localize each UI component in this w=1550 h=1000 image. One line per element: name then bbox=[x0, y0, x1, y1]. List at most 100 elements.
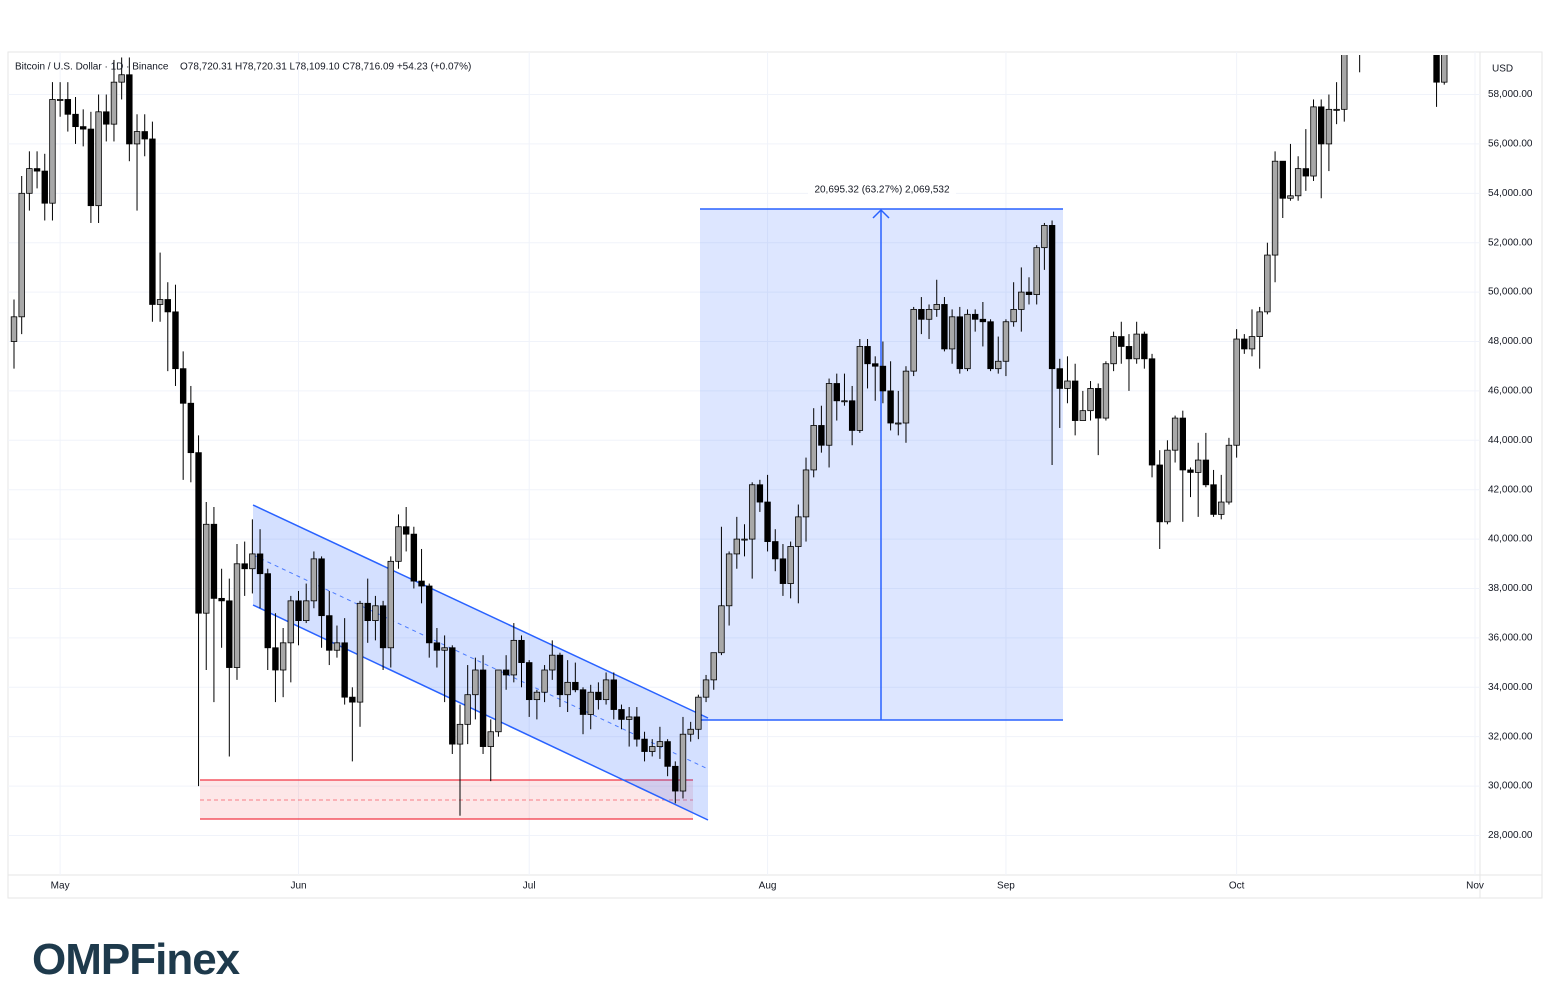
candle-body bbox=[649, 746, 656, 752]
candle-body bbox=[787, 546, 794, 584]
candle-body bbox=[1164, 449, 1171, 523]
candle-body bbox=[1187, 469, 1194, 473]
candle-body bbox=[879, 365, 887, 392]
candle-body bbox=[387, 560, 394, 649]
candle-body bbox=[87, 128, 95, 207]
y-tick-label: 50,000.00 bbox=[1488, 287, 1533, 298]
candle-body bbox=[1033, 247, 1040, 295]
candle-body bbox=[1110, 336, 1117, 365]
candle-body bbox=[825, 383, 833, 446]
candle-body bbox=[1411, 13, 1417, 23]
x-tick-label: Jul bbox=[523, 881, 536, 892]
candle-body bbox=[164, 299, 171, 313]
candle-body bbox=[702, 679, 710, 698]
candle-body bbox=[795, 516, 802, 547]
candle-body bbox=[103, 111, 110, 125]
y-tick-label: 38,000.00 bbox=[1488, 583, 1533, 594]
candle-body bbox=[1248, 336, 1256, 350]
candle-body bbox=[764, 501, 771, 542]
drawings bbox=[200, 208, 1063, 821]
candle-body bbox=[725, 553, 733, 607]
candle-body bbox=[1365, 0, 1371, 8]
candle-body bbox=[502, 669, 510, 676]
candle-body bbox=[1118, 336, 1125, 347]
candle-body bbox=[887, 390, 894, 424]
candle-body bbox=[748, 484, 756, 540]
candle-body bbox=[402, 526, 410, 535]
candle-body bbox=[356, 602, 364, 703]
candle-body bbox=[587, 691, 594, 715]
candle-body bbox=[433, 642, 441, 651]
candle-body bbox=[395, 526, 402, 562]
y-tick-label: 42,000.00 bbox=[1488, 484, 1533, 495]
candle-body bbox=[326, 615, 333, 651]
candle-body bbox=[441, 647, 448, 651]
candle-body bbox=[1433, 55, 1440, 83]
candle-body bbox=[133, 131, 141, 145]
candle-body bbox=[756, 484, 764, 503]
candle-body bbox=[1349, 3, 1355, 23]
candle-body bbox=[572, 681, 579, 691]
candle-body bbox=[902, 370, 910, 424]
candle-body bbox=[718, 605, 725, 654]
candle-body bbox=[372, 605, 379, 622]
candle-body bbox=[333, 642, 341, 651]
candle-body bbox=[910, 308, 917, 372]
candle-body bbox=[172, 311, 179, 370]
candle-body bbox=[264, 573, 271, 649]
candle-body bbox=[302, 600, 310, 622]
candle-body bbox=[1141, 333, 1148, 360]
candle-body bbox=[1225, 444, 1233, 503]
candle-body bbox=[26, 168, 33, 194]
candle-body bbox=[464, 694, 471, 725]
candle-body bbox=[995, 360, 1002, 370]
candle-body bbox=[49, 99, 56, 204]
candle-body bbox=[833, 383, 840, 402]
candle-body bbox=[710, 652, 717, 681]
candle-body bbox=[1279, 160, 1286, 199]
candle-body bbox=[779, 558, 787, 584]
candle-body bbox=[841, 400, 848, 403]
candle-body bbox=[918, 308, 925, 320]
candle-body bbox=[1302, 168, 1310, 177]
candle-body bbox=[218, 597, 225, 602]
candle-body bbox=[1218, 501, 1225, 515]
candle-body bbox=[518, 639, 525, 663]
candle-body bbox=[948, 316, 956, 350]
candle-body bbox=[695, 696, 702, 730]
candle-body bbox=[549, 654, 556, 671]
candle-body bbox=[449, 647, 456, 745]
candle-body bbox=[1010, 308, 1017, 323]
candle-body bbox=[379, 605, 387, 649]
ohlc-legend: O78,720.31 H78,720.31 L78,109.10 C78,716… bbox=[180, 62, 471, 73]
candle-body bbox=[187, 402, 195, 454]
candle-body bbox=[156, 299, 164, 305]
candle-body bbox=[1418, 0, 1424, 23]
candle-body bbox=[1064, 380, 1071, 389]
candle-body bbox=[41, 170, 48, 204]
candle-body bbox=[1310, 106, 1317, 177]
candle-body bbox=[1048, 225, 1056, 370]
candle-body bbox=[1056, 368, 1063, 389]
candle-body bbox=[318, 558, 325, 617]
candle-body bbox=[533, 691, 541, 701]
candle-body bbox=[741, 538, 748, 541]
channel-upper bbox=[252, 504, 709, 719]
candle-body bbox=[541, 669, 548, 693]
candle-body bbox=[1287, 195, 1294, 199]
candle-body bbox=[641, 738, 648, 752]
candle-body bbox=[971, 313, 979, 320]
candle-body bbox=[656, 741, 664, 747]
candle-body bbox=[925, 308, 933, 320]
candle-body bbox=[848, 400, 856, 431]
candle-body bbox=[72, 113, 79, 128]
candle-body bbox=[1041, 225, 1048, 249]
candle-body bbox=[1325, 108, 1333, 145]
candle-body bbox=[733, 538, 741, 555]
candle-body bbox=[1333, 108, 1340, 111]
y-tick-label: 44,000.00 bbox=[1488, 435, 1533, 446]
candle-body bbox=[410, 533, 418, 582]
candle-body bbox=[349, 696, 356, 703]
candle-body bbox=[610, 679, 617, 710]
